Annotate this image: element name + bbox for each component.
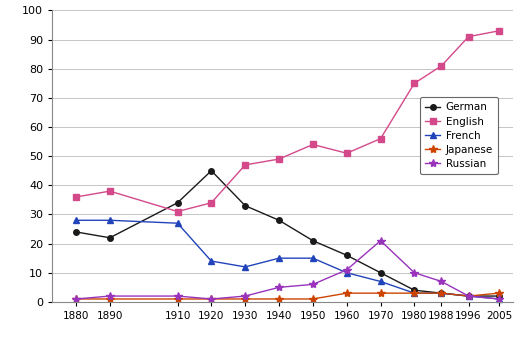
German xyxy=(344,253,350,257)
French xyxy=(276,256,282,260)
French xyxy=(107,218,113,222)
Japanese xyxy=(208,297,214,301)
Japanese xyxy=(242,297,248,301)
Japanese xyxy=(438,291,445,295)
German xyxy=(107,236,113,240)
Japanese xyxy=(174,297,180,301)
German xyxy=(496,294,502,298)
Line: French: French xyxy=(73,218,502,302)
English xyxy=(496,29,502,33)
Japanese xyxy=(465,294,472,298)
German xyxy=(276,218,282,222)
English xyxy=(276,157,282,161)
Line: German: German xyxy=(73,168,502,299)
Line: English: English xyxy=(73,28,502,214)
Line: Japanese: Japanese xyxy=(72,289,503,303)
Japanese xyxy=(411,291,417,295)
Russian xyxy=(310,282,316,287)
German xyxy=(310,239,316,243)
Russian xyxy=(411,271,417,275)
Russian xyxy=(438,279,445,283)
Russian xyxy=(107,294,113,298)
Russian xyxy=(242,294,248,298)
French xyxy=(73,218,79,222)
English xyxy=(174,210,180,214)
French xyxy=(438,291,445,295)
Legend: German, English, French, Japanese, Russian: German, English, French, Japanese, Russi… xyxy=(419,97,498,174)
German xyxy=(465,294,472,298)
French xyxy=(208,259,214,263)
Russian xyxy=(174,294,180,298)
Russian xyxy=(496,297,502,301)
German xyxy=(73,230,79,234)
English xyxy=(438,64,445,68)
Japanese xyxy=(73,297,79,301)
English xyxy=(208,201,214,205)
English xyxy=(242,163,248,167)
German xyxy=(438,291,445,295)
French xyxy=(174,221,180,225)
French xyxy=(465,294,472,298)
Russian xyxy=(73,297,79,301)
Japanese xyxy=(344,291,350,295)
Japanese xyxy=(496,291,502,295)
English xyxy=(465,35,472,39)
German xyxy=(174,201,180,205)
Russian xyxy=(344,268,350,272)
English xyxy=(73,195,79,199)
English xyxy=(411,81,417,85)
Russian xyxy=(465,294,472,298)
English xyxy=(344,151,350,155)
French xyxy=(411,291,417,295)
English xyxy=(378,137,384,141)
Japanese xyxy=(276,297,282,301)
French xyxy=(378,279,384,283)
Line: Russian: Russian xyxy=(72,237,503,303)
English xyxy=(107,189,113,193)
Japanese xyxy=(378,291,384,295)
English xyxy=(310,142,316,146)
German xyxy=(208,169,214,173)
Japanese xyxy=(107,297,113,301)
French xyxy=(496,297,502,301)
French xyxy=(242,265,248,269)
Russian xyxy=(378,239,384,243)
Japanese xyxy=(310,297,316,301)
French xyxy=(344,271,350,275)
Russian xyxy=(208,297,214,301)
French xyxy=(310,256,316,260)
German xyxy=(378,271,384,275)
Russian xyxy=(276,285,282,289)
German xyxy=(411,288,417,292)
German xyxy=(242,204,248,208)
